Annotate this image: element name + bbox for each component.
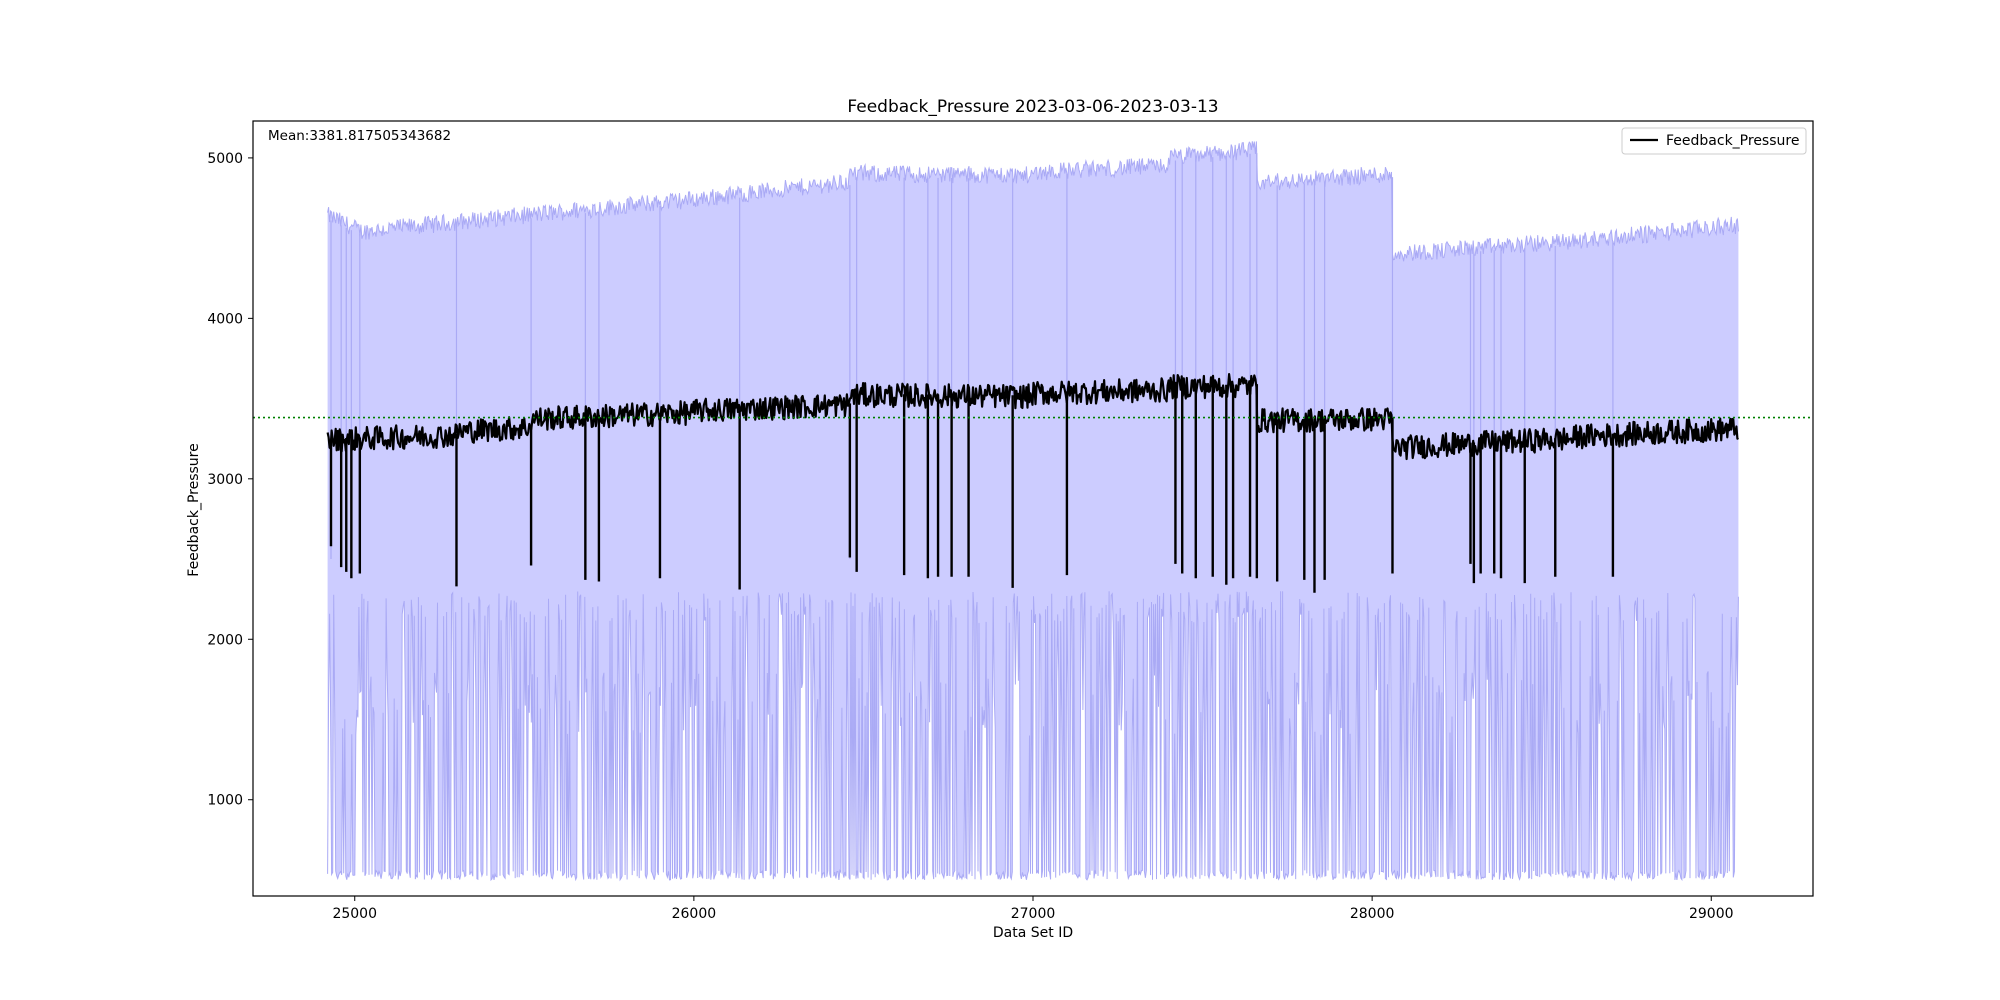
y-tick-label: 4000 [207,311,243,327]
x-tick-label: 28000 [1350,906,1395,922]
legend-box [1621,127,1807,155]
x-axis-label: Data Set ID [993,925,1073,941]
x-tick-label: 25000 [332,906,377,922]
legend: Feedback_Pressure [1621,127,1807,155]
y-tick-label: 3000 [207,472,243,488]
band-lower-edge [327,591,1739,882]
chart-title: Feedback_Pressure 2023-03-06-2023-03-13 [847,97,1218,117]
x-tick-label: 29000 [1689,906,1734,922]
x-tick-label: 27000 [1011,906,1056,922]
series-feedback-pressure [326,373,1740,461]
y-tick-label: 1000 [207,793,243,809]
x-tick-label: 26000 [672,906,717,922]
y-axis: 1000 2000 3000 4000 5000 [207,151,253,809]
y-tick-label: 5000 [207,151,243,167]
data-line-group [326,373,1740,593]
legend-label: Feedback_Pressure [1666,133,1799,149]
band-fill [327,141,1739,880]
mean-annotation: Mean:3381.817505343682 [268,128,451,144]
y-axis-label: Feedback_Pressure [186,443,202,576]
band-upper-edge [327,141,1739,262]
y-tick-label: 2000 [207,632,243,648]
x-axis: 25000 26000 27000 28000 29000 [332,896,1734,922]
